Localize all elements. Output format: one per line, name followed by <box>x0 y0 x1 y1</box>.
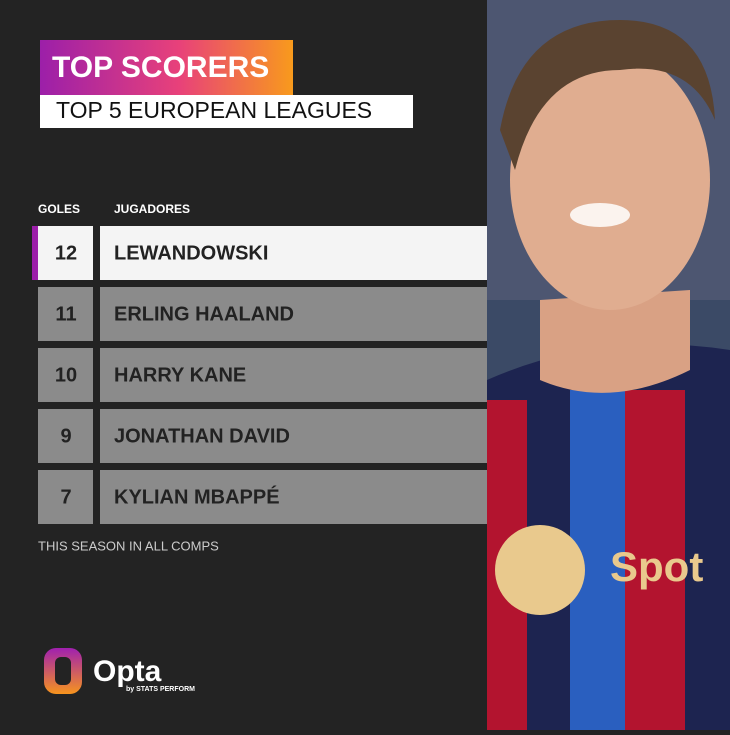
goals: 11 <box>55 303 76 325</box>
highlight-accent <box>32 226 38 280</box>
player-name: HARRY KANE <box>114 364 246 386</box>
logo: Opta by STATS PERFORM <box>44 648 195 694</box>
goals-cell <box>38 287 93 341</box>
subtitle-box <box>40 95 413 128</box>
player-cell <box>100 287 487 341</box>
goals: 10 <box>55 364 77 386</box>
player-cell <box>100 470 487 524</box>
goals-cell <box>38 348 93 402</box>
logo-icon-hole <box>55 657 71 685</box>
svg-text:Spot: Spot <box>610 543 703 590</box>
goals: 7 <box>60 486 71 508</box>
column-header: JUGADORES <box>114 202 190 216</box>
player-photo: Spot <box>487 0 730 730</box>
player-name: KYLIAN MBAPPÉ <box>114 485 280 508</box>
subtitle: TOP 5 EUROPEAN LEAGUES <box>56 97 372 123</box>
footnote: THIS SEASON IN ALL COMPS <box>38 538 219 553</box>
logo-name: Opta <box>93 655 162 688</box>
player-name: ERLING HAALAND <box>114 303 294 325</box>
logo-tagline: by STATS PERFORM <box>126 686 195 693</box>
title-box <box>40 40 293 95</box>
goals: 9 <box>60 425 71 447</box>
table: 12 LEWANDOWSKI 11 ERLING HAALAND 10 HARRY KAN… <box>32 226 487 524</box>
player-name: LEWANDOWSKI <box>114 242 268 264</box>
player-cell <box>100 226 487 280</box>
goals: 12 <box>55 242 77 264</box>
player-cell <box>100 348 487 402</box>
player-cell <box>100 409 487 463</box>
goals-cell <box>38 470 93 524</box>
title: TOP SCORERS <box>52 51 269 84</box>
goals-cell <box>38 226 93 280</box>
column-header: GOLES <box>38 202 80 216</box>
player-name: JONATHAN DAVID <box>114 425 290 447</box>
goals-cell <box>38 409 93 463</box>
